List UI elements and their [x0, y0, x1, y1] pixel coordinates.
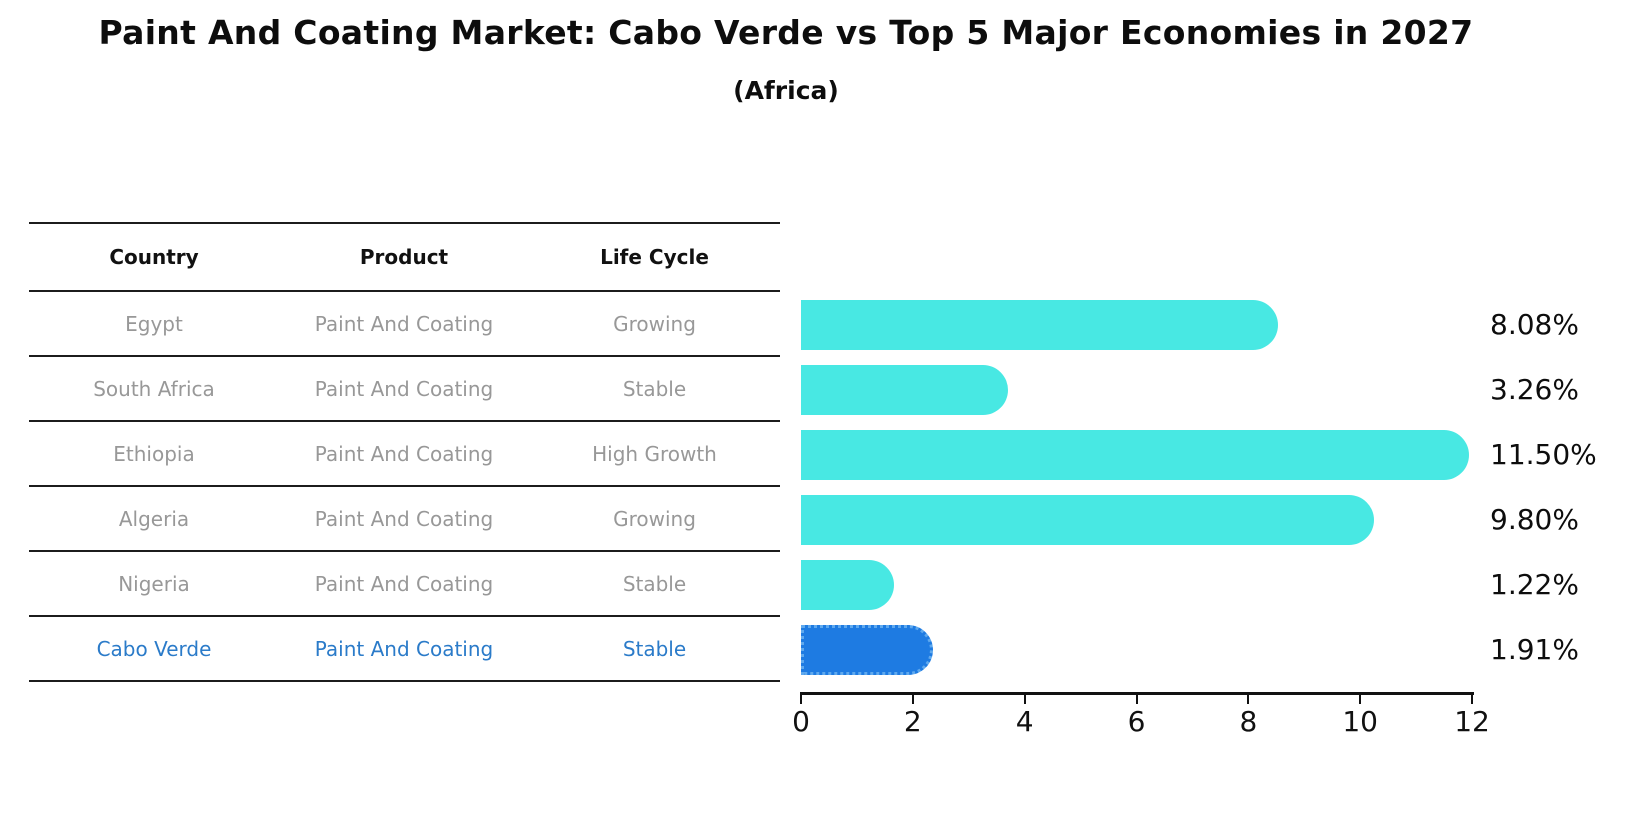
bar-value-label: 1.91%	[1490, 633, 1579, 666]
x-axis-tick-label: 10	[1342, 705, 1378, 738]
table-cell-life-cycle: Growing	[613, 506, 696, 531]
table-cell-life-cycle: High Growth	[592, 441, 717, 466]
table-row: Nigeria Paint And Coating Stable	[29, 552, 780, 617]
bar-value-label: 8.08%	[1490, 308, 1579, 341]
table-cell-life-cycle: Stable	[622, 636, 687, 661]
x-axis-tick	[1471, 694, 1474, 704]
table-cell-product: Paint And Coating	[314, 376, 494, 401]
table-row: Cabo Verde Paint And Coating Stable	[29, 617, 780, 682]
table-cell-country: Cabo Verde	[96, 636, 212, 661]
header-cell-product: Product	[359, 245, 449, 269]
bar-value-label: 11.50%	[1490, 438, 1597, 471]
table-row: Egypt Paint And Coating Growing	[29, 292, 780, 357]
x-axis-tick	[800, 694, 802, 704]
table-row: Ethiopia Paint And Coating High Growth	[29, 422, 780, 487]
bar-value-label: 3.26%	[1490, 373, 1579, 406]
table-cell-life-cycle: Stable	[622, 376, 687, 401]
x-axis-tick-label: 8	[1239, 705, 1258, 738]
table-cell-product: Paint And Coating	[314, 506, 494, 531]
x-axis-tick	[911, 694, 914, 704]
header-cell-country: Country	[109, 245, 199, 269]
x-axis-tick	[1023, 694, 1026, 704]
bar-algeria	[801, 495, 1375, 545]
table-cell-product: Paint And Coating	[314, 311, 494, 336]
x-axis-tick	[1135, 694, 1138, 704]
x-axis-tick-label: 2	[903, 705, 922, 738]
chart-title: Paint And Coating Market: Cabo Verde vs …	[98, 13, 1474, 52]
bar-value-label: 9.80%	[1490, 503, 1579, 536]
table-cell-country: Ethiopia	[113, 441, 195, 466]
table-cell-country: South Africa	[93, 376, 215, 401]
bar-south-africa	[801, 365, 1009, 415]
table-cell-product: Paint And Coating	[314, 571, 494, 596]
table-cell-life-cycle: Growing	[613, 311, 696, 336]
x-axis-tick	[1247, 694, 1250, 704]
table-cell-life-cycle: Stable	[622, 571, 687, 596]
table-cell-country: Egypt	[125, 311, 183, 336]
x-axis-tick-label: 0	[792, 705, 810, 738]
table-row: South Africa Paint And Coating Stable	[29, 357, 780, 422]
x-axis-line	[800, 692, 1474, 695]
bar-egypt	[801, 300, 1278, 350]
bar-value-label: 1.22%	[1490, 568, 1579, 601]
chart-subtitle: (Africa)	[733, 76, 839, 105]
header-cell-life-cycle: Life Cycle	[600, 245, 709, 269]
bar-nigeria	[801, 560, 895, 610]
x-axis-tick-label: 6	[1127, 705, 1146, 738]
x-axis-tick-label: 12	[1454, 705, 1490, 738]
table-row: Algeria Paint And Coating Growing	[29, 487, 780, 552]
data-table: Country Product Life Cycle Egypt Paint An…	[29, 222, 780, 682]
table-cell-country: Nigeria	[118, 571, 190, 596]
bar-highlight-cabo-verde	[801, 625, 933, 675]
table-header-row: Country Product Life Cycle	[29, 224, 780, 292]
x-axis-tick	[1359, 694, 1362, 704]
table-cell-product: Paint And Coating	[314, 636, 494, 661]
table-cell-product: Paint And Coating	[314, 441, 494, 466]
x-axis-tick-label: 4	[1015, 705, 1034, 738]
table-cell-country: Algeria	[118, 506, 190, 531]
bar-ethiopia	[801, 430, 1470, 480]
